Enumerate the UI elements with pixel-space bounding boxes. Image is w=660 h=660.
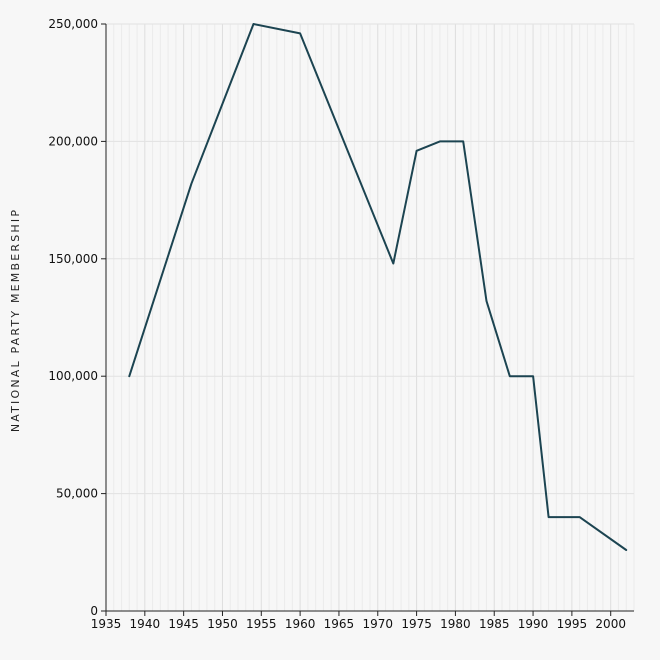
x-tick-label: 1985: [479, 617, 510, 631]
y-axis-label: NATIONAL PARTY MEMBERSHIP: [9, 208, 22, 432]
x-tick-label: 1950: [207, 617, 238, 631]
x-tick-label: 1990: [518, 617, 549, 631]
y-tick-label: 50,000: [56, 487, 98, 501]
ticks: 0 50,000 100,000 150,000 200,000 250,000 1935 1…: [48, 17, 626, 631]
x-tick-label: 1945: [168, 617, 199, 631]
y-tick-label: 150,000: [48, 252, 98, 266]
y-tick-label: 0: [90, 604, 98, 618]
x-tick-label: 1970: [362, 617, 393, 631]
x-tick-label: 1960: [285, 617, 316, 631]
x-tick-label: 1940: [130, 617, 161, 631]
x-tick-label: 1975: [401, 617, 432, 631]
x-tick-label: 1965: [324, 617, 355, 631]
x-tick-label: 1980: [440, 617, 471, 631]
x-tick-label: 2000: [595, 617, 626, 631]
series-line: [128, 23, 628, 551]
x-tick-label: 1995: [557, 617, 588, 631]
series: [128, 23, 628, 551]
grid: [105, 23, 635, 611]
axes: [105, 24, 634, 612]
y-tick-label: 250,000: [48, 17, 98, 31]
y-tick-label: 200,000: [48, 134, 98, 148]
x-tick-label: 1935: [91, 617, 122, 631]
x-tick-label: 1955: [246, 617, 277, 631]
y-tick-label: 100,000: [48, 369, 98, 383]
